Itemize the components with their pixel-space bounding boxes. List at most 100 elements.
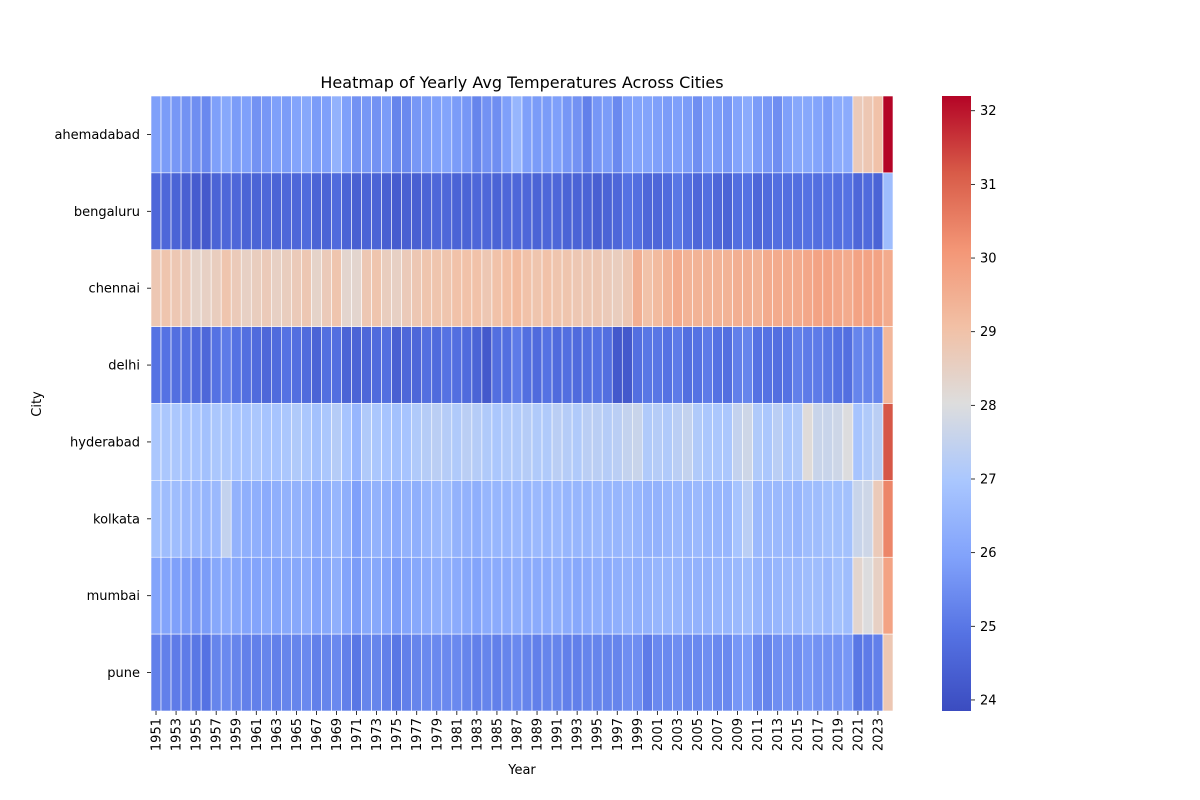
heatmap-cell bbox=[812, 172, 824, 251]
heatmap-cell bbox=[240, 249, 252, 327]
heatmap-cell bbox=[431, 326, 443, 404]
heatmap-cell bbox=[311, 403, 322, 481]
heatmap-cell bbox=[431, 633, 443, 712]
heatmap-cell bbox=[210, 172, 222, 251]
heatmap-cell bbox=[792, 326, 804, 404]
heatmap-cell bbox=[411, 633, 423, 712]
x-tick-label: 2015 bbox=[791, 718, 806, 751]
heatmap-cell bbox=[471, 633, 483, 712]
heatmap-cell bbox=[822, 633, 834, 712]
heatmap-cell bbox=[301, 95, 312, 174]
heatmap-cell bbox=[230, 326, 242, 404]
heatmap-cell bbox=[301, 403, 312, 481]
heatmap-cell bbox=[782, 556, 794, 635]
heatmap-cell bbox=[652, 556, 663, 635]
heatmap-cell bbox=[351, 249, 362, 327]
heatmap-cell bbox=[341, 403, 352, 481]
heatmap-cell bbox=[381, 556, 392, 635]
heatmap-cell bbox=[240, 172, 252, 251]
heatmap-cell bbox=[832, 556, 844, 635]
heatmap-cell bbox=[601, 480, 613, 558]
heatmap-cell bbox=[652, 249, 663, 327]
heatmap-cell bbox=[421, 326, 433, 404]
heatmap-cell bbox=[742, 480, 753, 558]
heatmap-cell bbox=[591, 480, 603, 558]
heatmap-cell bbox=[190, 403, 202, 481]
heatmap-cell bbox=[521, 326, 533, 404]
heatmap-cell bbox=[621, 326, 633, 404]
heatmap-cell bbox=[381, 172, 392, 251]
heatmap-cell bbox=[190, 480, 202, 558]
heatmap-cell bbox=[702, 172, 713, 251]
heatmap-cell bbox=[250, 480, 262, 558]
heatmap-cell bbox=[150, 326, 162, 404]
heatmap-cell bbox=[692, 95, 703, 174]
heatmap-cell bbox=[822, 403, 834, 481]
heatmap-cell bbox=[631, 326, 643, 404]
heatmap-cell bbox=[351, 95, 362, 174]
x-tick-label: 1957 bbox=[210, 718, 225, 751]
x-tick-label: 1993 bbox=[571, 718, 586, 751]
heatmap-cell bbox=[722, 326, 733, 404]
heatmap-cell bbox=[281, 556, 292, 635]
heatmap-cell bbox=[872, 172, 884, 251]
heatmap-cell bbox=[672, 633, 683, 712]
heatmap-cell bbox=[351, 480, 362, 558]
heatmap-cell bbox=[752, 403, 763, 481]
heatmap-cell bbox=[832, 95, 844, 174]
y-tick-label: kolkata bbox=[93, 512, 140, 527]
heatmap-cell bbox=[281, 326, 292, 404]
heatmap-cell bbox=[481, 633, 493, 712]
heatmap-cell bbox=[451, 172, 463, 251]
heatmap-cell bbox=[541, 249, 553, 327]
heatmap-cell bbox=[551, 249, 563, 327]
heatmap-cell bbox=[601, 556, 613, 635]
heatmap-cell bbox=[772, 403, 784, 481]
heatmap-cell bbox=[230, 249, 242, 327]
heatmap-cell bbox=[250, 403, 262, 481]
heatmap-cell bbox=[591, 403, 603, 481]
heatmap-cell bbox=[541, 95, 553, 174]
x-tick-label: 2009 bbox=[731, 718, 746, 751]
heatmap-cell bbox=[812, 633, 824, 712]
heatmap-cell bbox=[341, 172, 352, 251]
heatmap-cell bbox=[782, 633, 794, 712]
heatmap-cell bbox=[501, 249, 513, 327]
heatmap-cell bbox=[471, 172, 483, 251]
heatmap-cell bbox=[642, 556, 653, 635]
heatmap-cell bbox=[631, 556, 643, 635]
heatmap-cell bbox=[561, 480, 573, 558]
heatmap-cell bbox=[852, 249, 864, 327]
y-tick-label: delhi bbox=[108, 359, 140, 374]
heatmap-cell bbox=[692, 480, 703, 558]
heatmap-cell bbox=[611, 633, 623, 712]
heatmap-cell bbox=[692, 403, 703, 481]
x-axis-label: Year bbox=[507, 763, 536, 778]
heatmap-cell bbox=[511, 480, 523, 558]
heatmap-cell bbox=[752, 172, 763, 251]
heatmap-cell bbox=[230, 403, 242, 481]
heatmap-cell bbox=[421, 480, 433, 558]
heatmap-cell bbox=[521, 403, 533, 481]
heatmap-cell bbox=[180, 326, 192, 404]
heatmap-cell bbox=[662, 480, 673, 558]
heatmap-cell bbox=[812, 480, 824, 558]
heatmap-cell bbox=[712, 249, 723, 327]
heatmap-cell bbox=[321, 556, 332, 635]
heatmap-cell bbox=[541, 326, 553, 404]
heatmap-cell bbox=[381, 249, 392, 327]
heatmap-cell bbox=[411, 249, 423, 327]
heatmap-cell bbox=[541, 480, 553, 558]
heatmap-cell bbox=[391, 403, 402, 481]
heatmap-cell bbox=[531, 249, 543, 327]
heatmap-cell bbox=[571, 249, 583, 327]
heatmap-cell bbox=[461, 249, 473, 327]
heatmap-cell bbox=[471, 556, 483, 635]
x-tick-label: 2013 bbox=[771, 718, 786, 751]
x-tick-label: 2003 bbox=[671, 718, 686, 751]
heatmap-cell bbox=[321, 95, 332, 174]
heatmap-cell bbox=[230, 556, 242, 635]
heatmap-cell bbox=[581, 172, 593, 251]
heatmap-cell bbox=[371, 249, 382, 327]
heatmap-cell bbox=[712, 95, 723, 174]
